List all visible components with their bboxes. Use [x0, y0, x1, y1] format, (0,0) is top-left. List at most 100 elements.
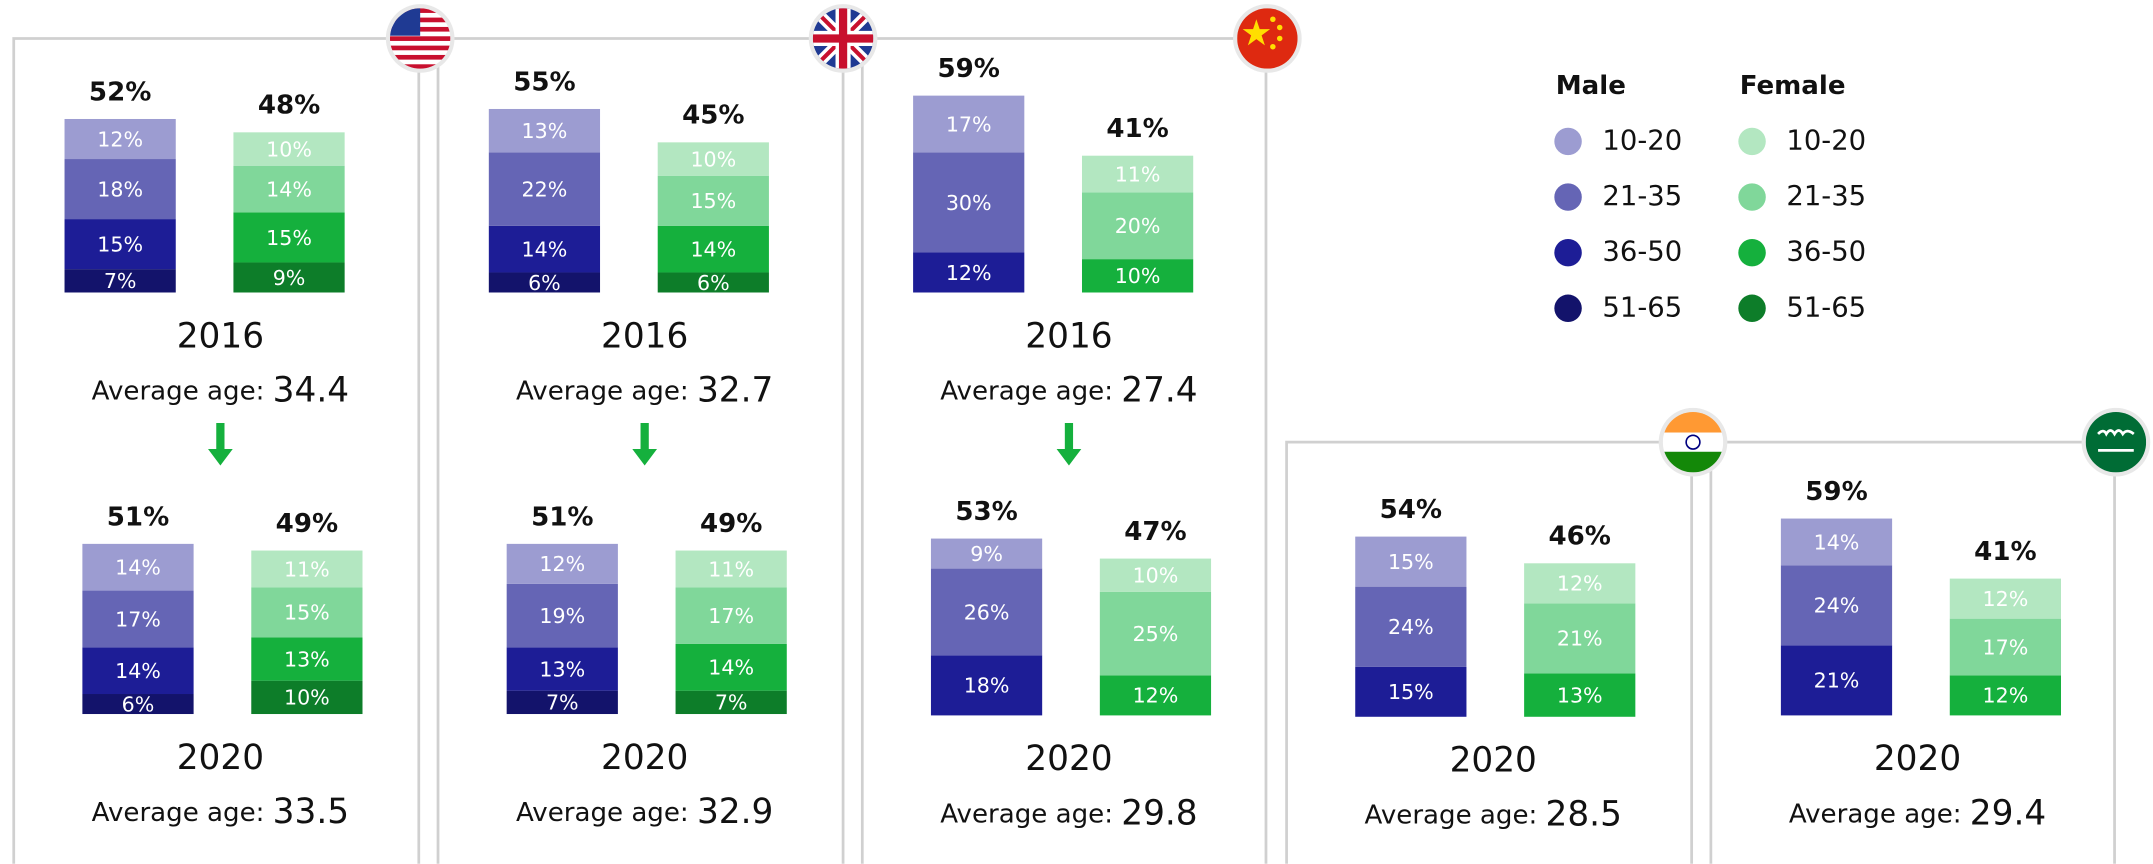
total-label: 59% — [938, 54, 1000, 84]
total-label: 53% — [955, 497, 1017, 527]
segment-label: 12% — [97, 127, 143, 151]
segment-label: 10% — [1115, 264, 1161, 288]
average-age: Average age: 29.8 — [940, 793, 1197, 833]
average-label: Average age: — [940, 376, 1113, 406]
bar-segment — [1355, 586, 1467, 667]
year: 2016 — [1025, 316, 1112, 356]
year: 2020 — [177, 738, 264, 778]
bar-segment — [1949, 618, 2062, 676]
average-label: Average age: — [940, 799, 1113, 829]
segment-label: 21% — [1814, 669, 1860, 693]
bar-segment — [1099, 558, 1212, 592]
total-label: 41% — [1106, 114, 1168, 144]
bar-segment — [488, 152, 601, 226]
bar-segment — [82, 694, 194, 715]
bar-segment — [913, 252, 1025, 293]
bar-segment — [675, 643, 787, 691]
average-age: Average age: 27.4 — [940, 370, 1197, 410]
flag-india — [1658, 407, 1728, 477]
average-label: Average age: — [1365, 800, 1538, 830]
segment-label: 15% — [97, 232, 143, 256]
average-value: 27.4 — [1121, 370, 1197, 410]
total-label: 41% — [1974, 537, 2036, 567]
bar-segment — [251, 680, 363, 715]
segment-label: 21% — [1557, 627, 1603, 651]
bar-segment — [64, 219, 176, 270]
legend-swatch — [1554, 238, 1582, 267]
segment-label: 9% — [970, 542, 1003, 566]
total-label: 46% — [1549, 522, 1611, 552]
average-label: Average age: — [92, 376, 265, 406]
bar-segment — [82, 543, 194, 591]
average-age: Average age: 29.4 — [1789, 793, 2046, 833]
legend-label: 51-65 — [1602, 292, 1682, 323]
bar-segment — [251, 587, 363, 638]
legend-swatch — [1554, 127, 1582, 156]
bar-segment — [251, 550, 363, 588]
segment-label: 11% — [284, 557, 330, 581]
total-label: 45% — [682, 101, 744, 131]
legend-swatch — [1554, 294, 1582, 323]
bar-segment — [930, 568, 1043, 656]
legend-swatch — [1738, 127, 1766, 156]
segment-label: 14% — [690, 237, 736, 261]
segment-label: 18% — [964, 674, 1010, 698]
segment-label: 12% — [1557, 572, 1603, 596]
segment-label: 15% — [690, 189, 736, 213]
segment-label: 12% — [1983, 587, 2029, 611]
year: 2020 — [1874, 739, 1961, 779]
legend-swatch — [1738, 183, 1766, 211]
bar-segment — [488, 108, 601, 153]
bar-segment — [657, 272, 769, 293]
segment-label: 30% — [946, 191, 992, 215]
flag-us — [385, 4, 455, 73]
segment-label: 14% — [115, 659, 161, 683]
bar-segment — [1099, 675, 1212, 716]
segment-label: 10% — [266, 137, 312, 161]
segment-label: 13% — [284, 647, 330, 671]
bar-segment — [1524, 563, 1636, 604]
segment-label: 9% — [273, 266, 306, 290]
total-label: 47% — [1124, 517, 1186, 547]
total-label: 59% — [1805, 477, 1867, 507]
total-label: 55% — [513, 67, 575, 97]
bar-segment — [233, 212, 345, 263]
segment-label: 13% — [539, 657, 585, 681]
total-label: 51% — [531, 502, 593, 532]
bar-segment — [251, 637, 363, 681]
average-age: Average age: 32.9 — [516, 791, 773, 831]
segment-label: 15% — [1388, 550, 1434, 574]
average-value: 32.7 — [697, 370, 773, 410]
average-value: 32.9 — [697, 791, 773, 831]
bar-segment — [64, 269, 176, 293]
average-age: Average age: 34.4 — [92, 370, 349, 410]
segment-label: 7% — [715, 691, 748, 715]
flags — [385, 4, 2151, 477]
average-age: Average age: 28.5 — [1365, 794, 1622, 834]
legend-title: Male — [1556, 71, 1626, 101]
bar-segment — [657, 225, 769, 273]
segment-label: 6% — [528, 271, 561, 295]
bar-segment — [1081, 259, 1194, 293]
bar-segment — [1949, 675, 2062, 716]
average-label: Average age: — [516, 797, 689, 827]
segment-label: 15% — [1388, 680, 1434, 704]
segment-label: 17% — [946, 112, 992, 136]
total-label: 49% — [276, 509, 338, 539]
total-label: 49% — [700, 509, 762, 539]
bar-segment — [675, 587, 787, 644]
bar-segment — [1949, 578, 2062, 619]
segment-label: 14% — [708, 656, 754, 680]
bar-segment — [930, 655, 1043, 716]
bar-segment — [913, 152, 1025, 253]
bar-segment — [506, 690, 618, 715]
bar-segment — [1081, 155, 1194, 193]
bar-segment — [1355, 536, 1467, 587]
bar-segment — [488, 225, 601, 273]
segment-label: 15% — [266, 226, 312, 250]
bar-segment — [657, 142, 769, 176]
segment-label: 10% — [1133, 564, 1179, 588]
average-age: Average age: 33.5 — [92, 791, 349, 831]
legend-title: Female — [1740, 71, 1846, 101]
